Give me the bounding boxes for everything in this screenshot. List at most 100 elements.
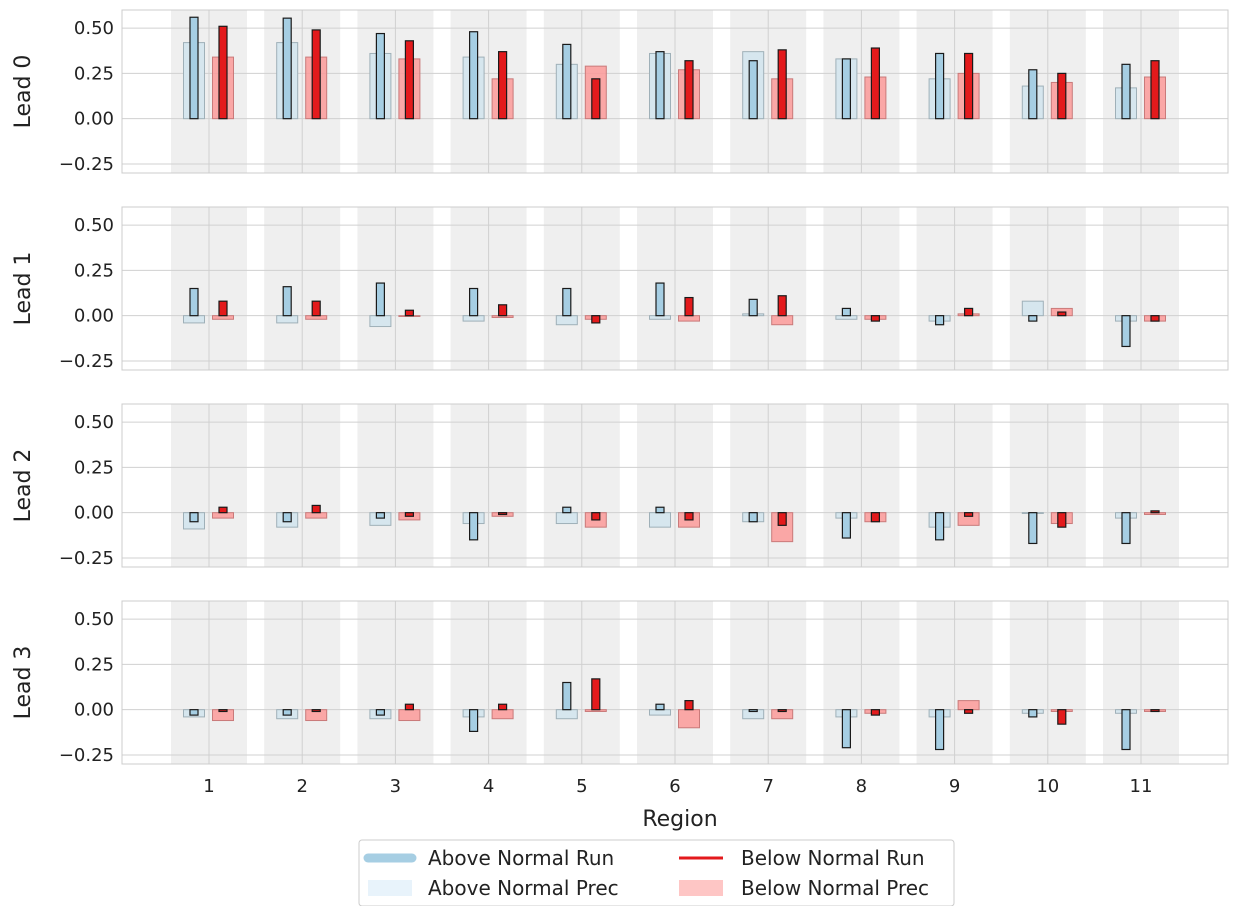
panel-lead-3: 0.50 0.25 0.00 −0.25 Lead 3 <box>11 600 1229 766</box>
bar-below-normal-run <box>1150 510 1160 514</box>
bar-below-normal-run <box>218 506 228 514</box>
bar-below-normal-run <box>1150 709 1160 713</box>
bar-below-normal-run <box>404 40 414 120</box>
bar-below-normal-run <box>218 25 228 120</box>
x-tick-label: 5 <box>576 776 587 797</box>
legend-label: Above Normal Run <box>428 846 614 870</box>
bar-below-normal-run <box>218 709 228 713</box>
y-tick-label: 0.25 <box>74 457 114 478</box>
bar-below-normal-run <box>591 512 601 521</box>
bar-below-normal-run <box>498 304 508 317</box>
y-tick-label: 0.50 <box>74 18 114 39</box>
bar-above-normal-run <box>562 287 572 317</box>
axes-frame <box>121 206 1229 371</box>
bar-below-normal-run <box>963 307 974 317</box>
bar-above-normal-run <box>375 32 385 120</box>
bar-below-normal-run <box>963 709 974 714</box>
x-tick-label: 9 <box>949 776 960 797</box>
bar-below-normal-run <box>1057 311 1067 317</box>
bar-above-normal-run <box>189 709 199 716</box>
bar-above-normal-prec <box>555 709 578 720</box>
x-axis-label: Region <box>642 807 717 832</box>
bar-below-normal-run <box>1150 315 1160 322</box>
x-tick-label: 3 <box>390 776 401 797</box>
bar-above-normal-run <box>469 287 479 317</box>
bar-below-normal-run <box>963 52 974 120</box>
bar-below-normal-run <box>311 709 321 713</box>
bar-below-normal-prec <box>678 315 700 322</box>
bar-above-normal-run <box>934 512 945 541</box>
bar-above-normal-prec <box>369 315 392 328</box>
y-tick-label: 0.00 <box>74 700 114 721</box>
x-tick-label: 7 <box>762 776 773 797</box>
bar-above-normal-prec <box>555 512 578 525</box>
legend-swatch-above-prec <box>368 880 412 896</box>
bar-above-normal-run <box>934 52 945 120</box>
bar-below-normal-run <box>684 296 694 317</box>
bar-above-normal-prec <box>276 315 299 324</box>
bar-above-normal-run <box>1121 315 1131 348</box>
y-tick-label: 0.25 <box>74 260 114 281</box>
panel-lead-1: 0.50 0.25 0.00 −0.25 Lead 1 <box>11 206 1229 372</box>
bar-above-normal-run <box>189 16 199 120</box>
bar-above-normal-run <box>655 506 665 514</box>
bar-below-normal-run <box>1057 709 1067 725</box>
y-tick-label: 0.00 <box>74 503 114 524</box>
bar-above-normal-prec <box>1021 300 1044 317</box>
bar-above-normal-run <box>841 307 852 317</box>
bar-above-normal-run <box>562 681 572 711</box>
y-tick-label: 0.25 <box>74 654 114 675</box>
bar-above-normal-run <box>469 512 479 541</box>
panel-label: Lead 3 <box>11 646 36 720</box>
bar-above-normal-run <box>1028 315 1038 322</box>
panel-label: Lead 1 <box>11 252 36 326</box>
legend-swatch-below-prec <box>679 880 723 896</box>
bar-below-normal-run <box>870 47 881 120</box>
bar-above-normal-run <box>375 709 385 716</box>
y-tick-label: 0.50 <box>74 609 114 630</box>
bar-below-normal-prec <box>491 709 514 720</box>
bar-above-normal-run <box>562 43 572 120</box>
bar-below-normal-run <box>870 709 881 716</box>
bar-below-normal-run <box>777 49 787 120</box>
x-tick-label: 2 <box>296 776 307 797</box>
bar-above-normal-run <box>1028 512 1038 545</box>
bar-above-normal-run <box>1121 512 1131 545</box>
bar-above-normal-run <box>469 709 479 733</box>
bar-above-normal-run <box>655 51 665 120</box>
bar-below-normal-run <box>218 300 228 317</box>
y-tick-label: −0.25 <box>59 548 114 569</box>
x-tick-label: 11 <box>1130 776 1153 797</box>
bar-above-normal-run <box>655 282 665 317</box>
bar-below-normal-run <box>311 29 321 120</box>
bar-above-normal-run <box>748 709 758 713</box>
x-tick-label: 10 <box>1036 776 1059 797</box>
bar-below-normal-run <box>777 709 787 713</box>
bar-above-normal-run <box>841 709 852 749</box>
bar-above-normal-run <box>469 31 479 120</box>
bar-below-normal-run <box>777 512 787 526</box>
bar-above-normal-run <box>1028 709 1038 718</box>
bar-above-normal-run <box>282 286 292 317</box>
bar-above-normal-run <box>748 298 758 317</box>
bar-above-normal-run <box>375 282 385 317</box>
x-tick-label: 8 <box>856 776 867 797</box>
x-tick-label: 1 <box>203 776 214 797</box>
legend-box <box>358 839 955 906</box>
bar-above-normal-prec <box>649 512 671 528</box>
bar-below-normal-run <box>684 60 694 120</box>
bar-above-normal-run <box>375 512 385 519</box>
legend: Above Normal Run Below Normal Run Above No… <box>358 839 955 906</box>
bar-above-normal-run <box>841 58 852 120</box>
bar-above-normal-run <box>282 709 292 716</box>
y-tick-label: 0.00 <box>74 306 114 327</box>
bar-above-normal-run <box>1121 63 1131 120</box>
bar-below-normal-run <box>684 700 694 711</box>
bar-below-normal-run <box>777 295 787 317</box>
bar-above-normal-run <box>934 709 945 751</box>
bar-above-normal-run <box>1121 709 1131 751</box>
bar-above-normal-prec <box>462 315 485 322</box>
y-tick-label: 0.50 <box>74 215 114 236</box>
bar-below-normal-prec <box>957 700 980 711</box>
bar-below-normal-run <box>1057 72 1067 120</box>
